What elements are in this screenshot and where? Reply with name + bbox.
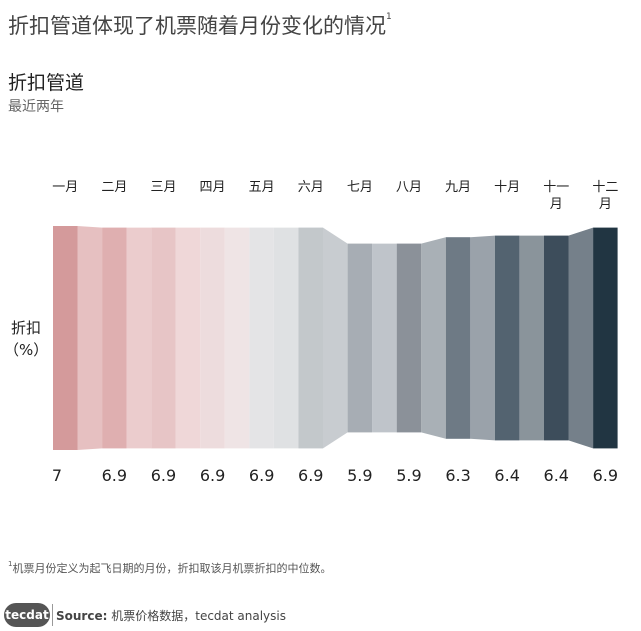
title-footnote-mark: 1: [386, 12, 392, 22]
month-label-11: 十一月: [543, 180, 569, 212]
discount-pipe-chart: 一月 7 二月 6.9 三月 6.9 四月 6.9 五月 6.9 六月 6.9 七月 5.9 八月 5.9 九月…: [52, 180, 618, 485]
month-label-7: 七月: [347, 180, 373, 195]
month-label-12: 十二月: [592, 180, 618, 212]
value-label-3: 6.9: [151, 466, 176, 485]
pipe-connector-5: [273, 227, 299, 449]
value-label-5: 6.9: [249, 466, 274, 485]
value-label-2: 6.9: [102, 466, 127, 485]
month-bar-1: [53, 226, 78, 450]
pipe-connector-8: [421, 237, 446, 439]
month-label-8: 八月: [396, 180, 422, 195]
value-label-4: 6.9: [200, 466, 225, 485]
footnote: 1机票月份定义为起飞日期的月份，折扣取该月机票折扣的中位数。: [8, 560, 331, 576]
y-axis-label-line2: （%）: [4, 340, 49, 359]
pipe-connector-7: [372, 243, 397, 433]
month-bar-3: [151, 227, 176, 449]
y-axis-label: 折扣 （%）: [4, 318, 48, 362]
month-label-9: 九月: [445, 180, 471, 195]
pipe-connector-1: [77, 226, 103, 450]
month-bar-8: [396, 243, 422, 433]
footnote-mark: 1: [8, 560, 13, 568]
source-label: Source:: [56, 609, 108, 623]
pipe-connector-4: [224, 227, 250, 449]
month-bar-2: [102, 227, 127, 449]
month-label-4: 四月: [200, 180, 226, 195]
chart-title: 折扣管道体现了机票随着月份变化的情况1: [8, 12, 392, 38]
month-label-6: 六月: [298, 180, 324, 195]
month-bar-6: [298, 227, 323, 449]
month-bar-5: [249, 227, 274, 449]
chart-subtitle: 折扣管道: [8, 72, 85, 94]
value-label-1: 7: [52, 466, 62, 485]
value-label-6: 6.9: [298, 466, 323, 485]
value-label-9: 6.3: [445, 466, 470, 485]
month-label-5: 五月: [249, 180, 275, 195]
month-label-1: 一月: [52, 180, 78, 195]
pipe-connector-2: [126, 227, 152, 449]
source-line: Source: 机票价格数据，tecdat analysis: [56, 607, 286, 624]
value-label-8: 5.9: [396, 466, 421, 485]
month-bar-12: [593, 227, 618, 449]
source-divider: [52, 604, 53, 626]
pipe-connector-9: [470, 235, 495, 441]
pipe-connector-10: [519, 235, 544, 441]
footnote-text: 机票月份定义为起飞日期的月份，折扣取该月机票折扣的中位数。: [12, 562, 332, 575]
pipe-connector-6: [323, 227, 348, 449]
month-label-3: 三月: [150, 180, 176, 195]
month-bar-10: [494, 235, 520, 441]
value-label-10: 6.4: [494, 466, 519, 485]
y-axis-label-line1: 折扣: [10, 319, 41, 337]
source-text: 机票价格数据，tecdat analysis: [111, 609, 286, 623]
month-bar-9: [445, 237, 471, 439]
value-label-11: 6.4: [544, 466, 569, 485]
month-bar-7: [347, 243, 373, 433]
chart-period: 最近两年: [8, 99, 64, 115]
month-bar-11: [544, 235, 569, 441]
tecdat-logo: tecdat: [4, 603, 50, 627]
value-label-12: 6.9: [593, 466, 618, 485]
value-label-7: 5.9: [347, 466, 372, 485]
pipe-connector-3: [175, 227, 201, 449]
month-label-2: 二月: [101, 180, 127, 195]
pipe-connector-11: [568, 227, 594, 449]
month-label-10: 十月: [494, 180, 520, 195]
month-bar-4: [200, 227, 225, 449]
